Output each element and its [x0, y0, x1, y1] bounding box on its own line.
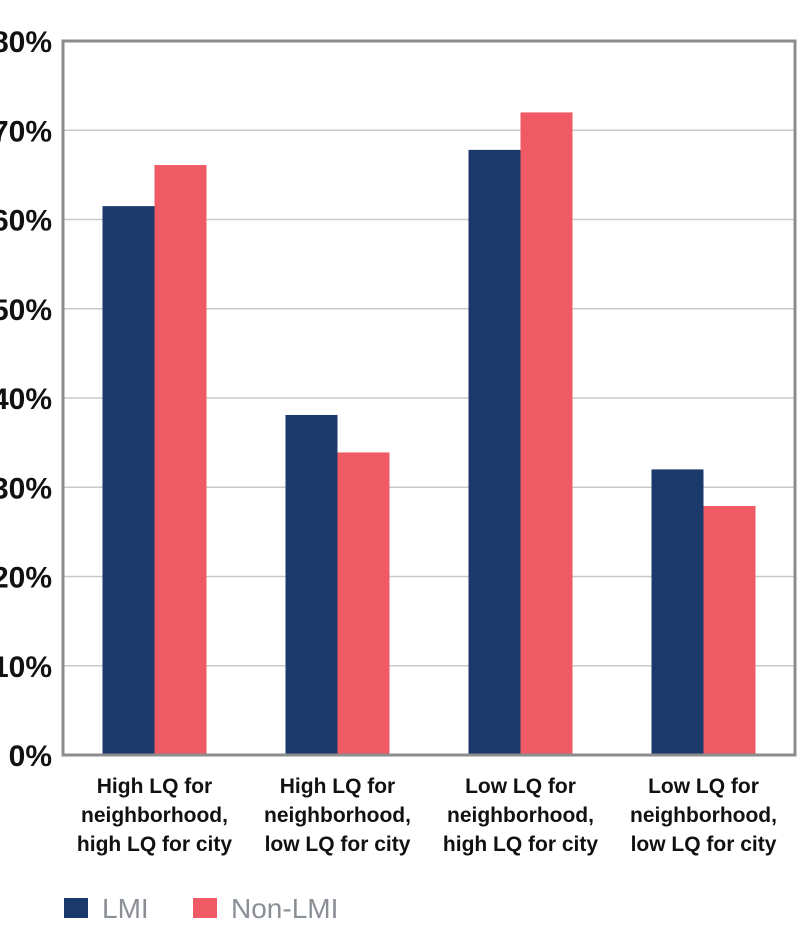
x-category-label-line: Low LQ for — [465, 775, 576, 798]
y-tick-label: 80% — [0, 26, 52, 59]
y-tick-label: 20% — [0, 562, 52, 595]
legend-swatch — [64, 898, 88, 918]
x-category-label-line: neighborhood, — [630, 804, 777, 827]
bars — [102, 112, 756, 756]
x-category-label-line: neighborhood, — [264, 804, 411, 827]
y-tick-label: 70% — [0, 115, 52, 148]
plot-frame — [61, 39, 797, 757]
legend-label: Non-LMI — [231, 893, 338, 924]
y-tick-label: 50% — [0, 294, 52, 327]
x-category-label: Low LQ for neighborhood, low LQ for city — [630, 775, 777, 856]
x-category-label-line: High LQ for — [280, 775, 395, 798]
x-category-label-line: high LQ for city — [77, 833, 232, 856]
legend-label: LMI — [102, 893, 149, 924]
bar-lmi-2 — [285, 414, 338, 755]
x-category-label-line: low LQ for city — [265, 833, 411, 856]
x-axis-categories: High LQ for neighborhood, high LQ for city… — [77, 775, 777, 856]
bar-non-lmi-4 — [703, 505, 756, 755]
bar-lmi-3 — [468, 149, 521, 755]
y-tick-label: 40% — [0, 383, 52, 416]
x-category-label-line: neighborhood, — [81, 804, 228, 827]
y-tick-label: 0% — [9, 740, 52, 773]
x-category-label-line: high LQ for city — [443, 833, 598, 856]
bar-non-lmi-1 — [154, 165, 207, 755]
y-tick-label: 60% — [0, 205, 52, 238]
y-tick-label: 30% — [0, 472, 52, 505]
y-axis-ticks: 0% 10% 20% 30% 40% 50% 60% 70% 80% — [0, 26, 52, 773]
bar-lmi-4 — [651, 469, 704, 755]
legend: LMI Non-LMI — [64, 893, 338, 924]
bar-lmi-1 — [102, 206, 155, 756]
x-category-label-line: low LQ for city — [631, 833, 777, 856]
x-category-label: High LQ for neighborhood, low LQ for city — [264, 775, 411, 856]
y-tick-label: 10% — [0, 651, 52, 684]
legend-swatch — [193, 898, 217, 918]
legend-item-non-lmi: Non-LMI — [193, 893, 338, 924]
x-category-label-line: High LQ for — [97, 775, 212, 798]
x-category-label: High LQ for neighborhood, high LQ for city — [77, 775, 232, 856]
x-category-label-line: neighborhood, — [447, 804, 594, 827]
legend-item-lmi: LMI — [64, 893, 149, 924]
x-category-label: Low LQ for neighborhood, high LQ for city — [443, 775, 598, 856]
bar-non-lmi-2 — [337, 452, 390, 755]
x-category-label-line: Low LQ for — [648, 775, 759, 798]
bar-non-lmi-3 — [520, 112, 573, 755]
